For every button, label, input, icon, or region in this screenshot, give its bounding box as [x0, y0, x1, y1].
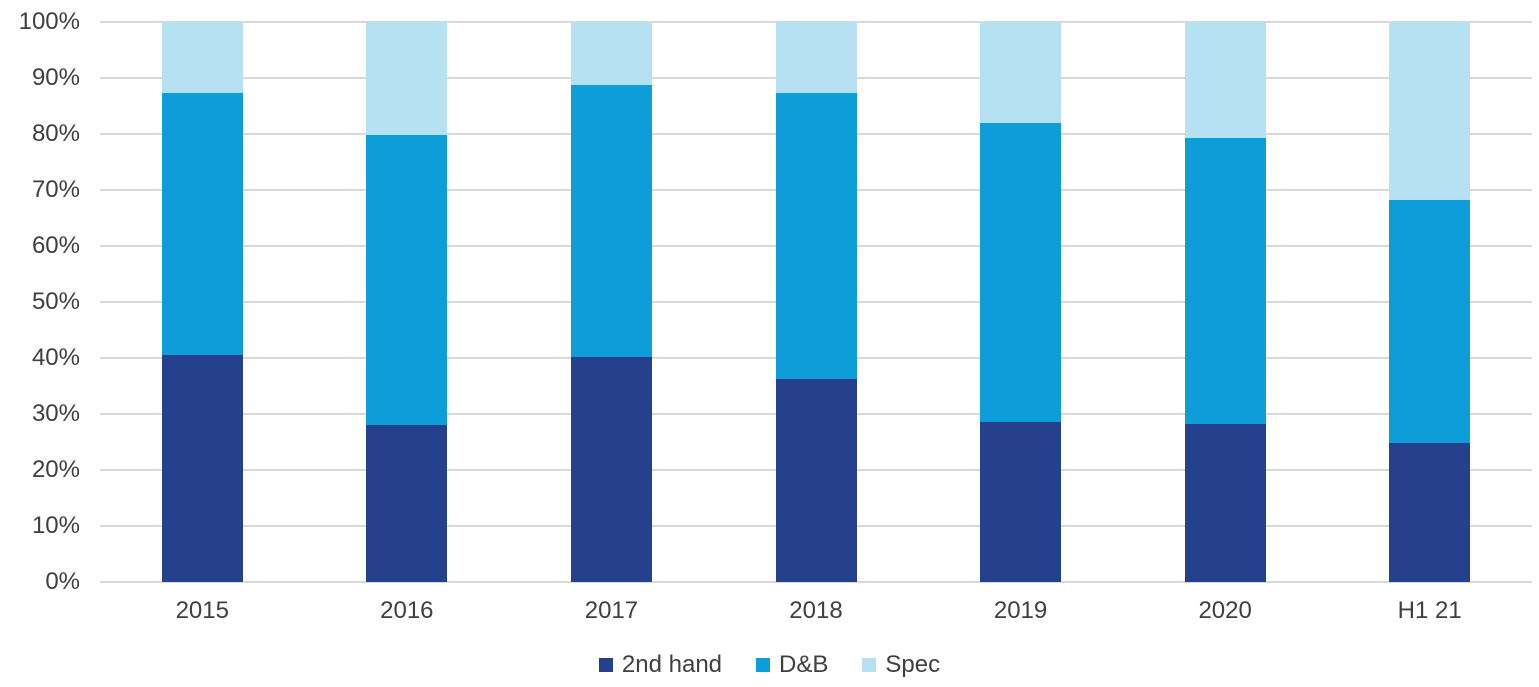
bar-segment-2015-spec: [161, 22, 243, 94]
y-tick-label-90: 90%: [31, 64, 80, 91]
bar-segment-2015-d-b: [161, 93, 243, 355]
bar-segment-2017-spec: [570, 22, 652, 85]
bar-segment-2017-d-b: [570, 84, 652, 357]
bar-segment-2016-2nd-hand: [366, 424, 448, 582]
bar-2018: [775, 22, 857, 582]
bar-segment-h1-21-2nd-hand: [1389, 442, 1471, 582]
y-tick-label-10: 10%: [31, 512, 80, 539]
bar-2019: [980, 22, 1062, 582]
legend-label-2nd-hand: 2nd hand: [621, 651, 723, 678]
legend-swatch-spec-icon: [862, 658, 877, 672]
bar-2017: [570, 22, 652, 582]
bar-segment-2017-2nd-hand: [570, 356, 652, 582]
y-tick-label-40: 40%: [31, 344, 80, 371]
y-tick-label-20: 20%: [31, 456, 80, 483]
x-tick-label-2017: 2017: [584, 597, 639, 624]
legend: 2nd hand D&B Spec: [0, 650, 1539, 680]
bar-segment-2020-d-b: [1184, 137, 1266, 424]
y-tick-label-80: 80%: [31, 120, 80, 147]
legend-label-d-b: D&B: [779, 651, 829, 678]
y-tick-label-100: 100%: [18, 8, 80, 35]
bar-2020: [1184, 22, 1266, 582]
bar-segment-2018-d-b: [775, 92, 857, 379]
bar-segment-2016-d-b: [366, 135, 448, 425]
bar-2015: [161, 22, 243, 582]
legend-swatch-d-b-icon: [756, 658, 771, 672]
y-tick-label-70: 70%: [31, 176, 80, 203]
x-tick-label-2019: 2019: [993, 597, 1048, 624]
legend-label-spec: Spec: [885, 651, 941, 678]
bar-2016: [366, 22, 448, 582]
gridline-0: [100, 581, 1532, 583]
legend-item-d-b: D&B: [756, 650, 828, 680]
bar-h1-21: [1389, 22, 1471, 582]
legend-item-spec: Spec: [862, 650, 940, 680]
bar-segment-2019-2nd-hand: [980, 421, 1062, 582]
bar-segment-h1-21-spec: [1389, 22, 1471, 201]
legend-swatch-2nd-hand-icon: [598, 658, 613, 672]
bar-segment-2020-spec: [1184, 22, 1266, 138]
plot-area: [100, 21, 1532, 583]
x-tick-label-2018: 2018: [789, 597, 843, 624]
bar-segment-h1-21-d-b: [1389, 200, 1471, 443]
bar-segment-2018-2nd-hand: [775, 378, 857, 582]
y-tick-label-50: 50%: [31, 288, 80, 315]
y-tick-label-60: 60%: [31, 232, 80, 259]
x-tick-label-h1-21: H1 21: [1397, 597, 1462, 624]
x-tick-label-2015: 2015: [175, 597, 229, 624]
x-tick-label-2020: 2020: [1198, 597, 1252, 624]
bar-segment-2018-spec: [775, 22, 857, 93]
y-tick-label-0: 0%: [45, 568, 80, 595]
bar-segment-2016-spec: [366, 22, 448, 136]
legend-item-2nd-hand: 2nd hand: [598, 650, 723, 680]
bar-segment-2019-spec: [980, 22, 1062, 123]
x-tick-label-2016: 2016: [380, 597, 434, 624]
bar-segment-2020-2nd-hand: [1184, 423, 1266, 582]
y-tick-label-30: 30%: [31, 400, 80, 427]
gridline-100: [100, 21, 1532, 23]
bar-segment-2019-d-b: [980, 122, 1062, 422]
bar-segment-2015-2nd-hand: [161, 354, 243, 582]
